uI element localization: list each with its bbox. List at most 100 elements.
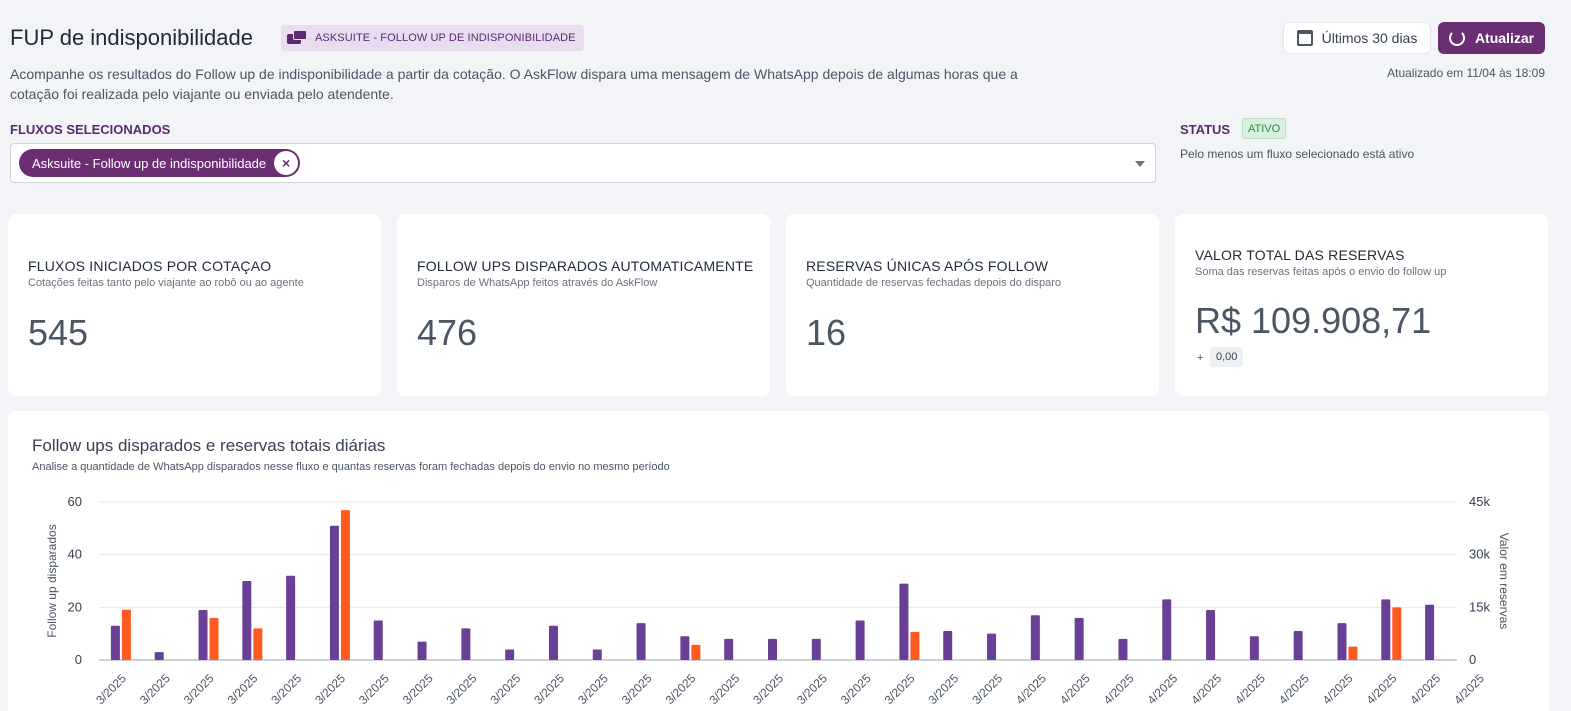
bar-followups [987, 633, 997, 660]
card-subtitle: Quantidade de reservas fechadas depois d… [806, 277, 1062, 289]
card-title: RESERVAS ÚNICAS APÓS FOLLOW [806, 258, 1049, 274]
x-tick-label: 3/2025 [838, 671, 874, 707]
x-tick-label: 3/2025 [750, 671, 786, 707]
bar-followups [242, 581, 252, 660]
remove-chip-icon[interactable]: × [274, 151, 299, 175]
bar-followups [680, 636, 690, 660]
card-subtitle: Disparos de WhatsApp feitos através do A… [417, 277, 658, 289]
x-tick-label: 4/2025 [1276, 671, 1312, 707]
card-value: 545 [28, 312, 89, 353]
y-tick-label: 20 [68, 599, 82, 614]
selected-flow-chip: Asksuite - Follow up de indisponibilidad… [19, 149, 301, 177]
x-tick-label: 3/2025 [356, 671, 392, 707]
chart-title: Follow ups disparados e reservas totais … [32, 436, 386, 455]
x-tick-label: 3/2025 [619, 671, 655, 707]
chevron-down-icon[interactable] [1135, 161, 1145, 167]
bar-reservas [1348, 646, 1358, 660]
x-tick-label: 3/2025 [969, 671, 1005, 707]
card-subtitle: Cotações feitas tanto pelo viajante ao r… [28, 277, 304, 289]
bar-followups [768, 638, 777, 660]
flows-select[interactable]: Asksuite - Follow up de indisponibilidad… [10, 143, 1156, 183]
bar-followups [1249, 636, 1259, 660]
delta-badge: 0,00 [1210, 347, 1244, 367]
bar-followups [373, 620, 383, 660]
bar-followups [110, 625, 120, 660]
bar-reservas [340, 510, 350, 660]
bar-reservas [209, 617, 219, 660]
x-tick-label: 3/2025 [137, 671, 173, 707]
x-tick-label: 3/2025 [225, 671, 261, 707]
y2-tick-label: 15k [1469, 599, 1490, 614]
bar-followups [724, 638, 734, 660]
x-tick-label: 4/2025 [1057, 671, 1093, 707]
y-tick-label: 0 [75, 652, 82, 667]
x-tick-label: 3/2025 [882, 671, 918, 707]
x-tick-label: 3/2025 [663, 671, 699, 707]
x-tick-label: 3/2025 [706, 671, 742, 707]
bar-reservas [691, 644, 701, 660]
x-tick-label: 4/2025 [1232, 671, 1268, 707]
metric-card-flows: FLUXOS INICIADOS POR COTAÇAO Cotações fe… [8, 214, 381, 396]
metric-card-reservas: RESERVAS ÚNICAS APÓS FOLLOW Quantidade d… [786, 214, 1159, 396]
flow-tag: ASKSUITE - FOLLOW UP DE INDISPONIBILIDAD… [281, 25, 584, 51]
refresh-label: Atualizar [1474, 30, 1535, 46]
bar-followups [548, 625, 558, 660]
refresh-icon [1448, 30, 1465, 46]
x-tick-label: 3/2025 [268, 671, 304, 707]
card-title: FLUXOS INICIADOS POR COTAÇAO [28, 258, 272, 274]
y2-tick-label: 45k [1469, 494, 1490, 509]
chart-card: Follow ups disparados e reservas totais … [8, 411, 1549, 711]
bar-chart: 0 20 40 60 0 15k 30k 45k Follow up disparados Val… [45, 494, 1511, 707]
card-subtitle: Soma das reservas feitas após o envio do… [1195, 266, 1447, 278]
bar-followups [154, 652, 164, 660]
bar-followups [329, 525, 339, 660]
status-badge: ATIVO [1242, 118, 1287, 139]
x-tick-label: 4/2025 [1188, 671, 1224, 707]
card-title: FOLLOW UPS DISPARADOS AUTOMATICAMENTE [417, 258, 754, 274]
delta-sign: + [1197, 352, 1204, 364]
bar-followups [461, 628, 471, 660]
x-tick-label: 4/2025 [1407, 671, 1443, 707]
card-value: 476 [417, 312, 478, 353]
y-tick-label: 40 [68, 547, 82, 562]
x-tick-label: 3/2025 [444, 671, 480, 707]
x-tick-label: 3/2025 [575, 671, 611, 707]
calendar-icon [1296, 30, 1313, 46]
x-tick-label: 3/2025 [400, 671, 436, 707]
bar-followups [1337, 623, 1347, 660]
card-title: VALOR TOTAL DAS RESERVAS [1195, 247, 1405, 263]
bar-followups [1381, 599, 1391, 660]
metric-card-valor-total: VALOR TOTAL DAS RESERVAS Soma das reserv… [1175, 214, 1548, 396]
date-range-button[interactable]: Últimos 30 dias [1283, 22, 1431, 54]
bar-followups [1118, 638, 1128, 660]
y2-axis-label: Valor em reservas [1497, 533, 1511, 629]
card-value: R$ 109.908,71 [1195, 300, 1432, 341]
x-tick-label: 3/2025 [93, 671, 129, 707]
page-title: FUP de indisponibilidade [10, 25, 253, 50]
bar-followups [1074, 617, 1084, 660]
metric-card-followups: FOLLOW UPS DISPARADOS AUTOMATICAMENTE Di… [397, 214, 770, 396]
refresh-button[interactable]: Atualizar [1438, 22, 1545, 54]
x-tick-label: 3/2025 [312, 671, 348, 707]
selected-flow-label: Asksuite - Follow up de indisponibilidad… [32, 155, 267, 171]
x-tick-label: 3/2025 [487, 671, 523, 707]
flows-label: FLUXOS SELECIONADOS [10, 122, 171, 137]
x-tick-label: 3/2025 [531, 671, 567, 707]
status-label: STATUS [1180, 122, 1231, 137]
bar-followups [1162, 599, 1172, 660]
bar-followups [1425, 604, 1435, 660]
x-tick-label: 4/2025 [1451, 671, 1487, 707]
bar-followups [505, 649, 515, 660]
page-description: Acompanhe os resultados do Follow up de … [10, 66, 1018, 102]
y-tick-label: 60 [68, 494, 82, 509]
x-tick-label: 4/2025 [1145, 671, 1181, 707]
chart-subtitle: Analise a quantidade de WhatsApp dispara… [32, 461, 670, 473]
bar-followups [198, 609, 208, 660]
bar-followups [286, 575, 296, 660]
bar-followups [899, 583, 909, 660]
bar-reservas [1392, 607, 1402, 660]
x-tick-label: 4/2025 [1320, 671, 1356, 707]
bar-followups [1030, 615, 1040, 660]
bar-reservas [253, 628, 263, 660]
bar-followups [417, 641, 427, 660]
